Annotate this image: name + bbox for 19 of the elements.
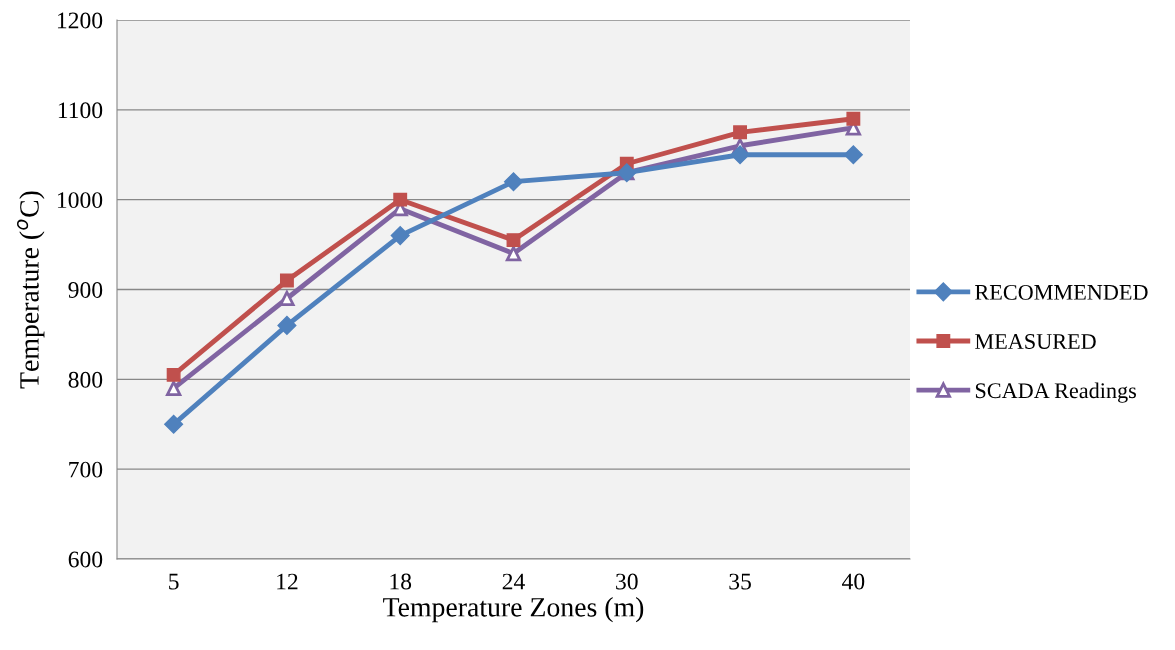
x-tick-label: 40 (842, 573, 865, 590)
x-tick-label: 5 (169, 573, 179, 590)
x-axis-title: Temperature Zones (m) (383, 597, 644, 623)
x-tick-label: 18 (390, 573, 412, 590)
y-tick-label: 800 (68, 371, 103, 388)
y-tick-label: 1000 (57, 192, 103, 209)
x-tick-label: 30 (616, 573, 638, 590)
y-tick-label: 600 (68, 551, 103, 568)
y-tick-label: 900 (68, 281, 103, 298)
x-tick-label: 35 (729, 573, 751, 590)
y-axis-title: Temperature ($^{o}$C) (17, 191, 45, 389)
y-tick-label: 1100 (58, 102, 103, 119)
legend-label: RECOMMENDED (975, 284, 1148, 300)
legend-label: SCADA Readings (975, 382, 1136, 403)
x-tick-label: 24 (502, 573, 525, 590)
y-tick-label: 700 (69, 461, 103, 478)
x-tick-label: 12 (277, 573, 298, 590)
legend-label: MEASURED (975, 334, 1096, 349)
y-tick-label: 1200 (57, 12, 103, 29)
